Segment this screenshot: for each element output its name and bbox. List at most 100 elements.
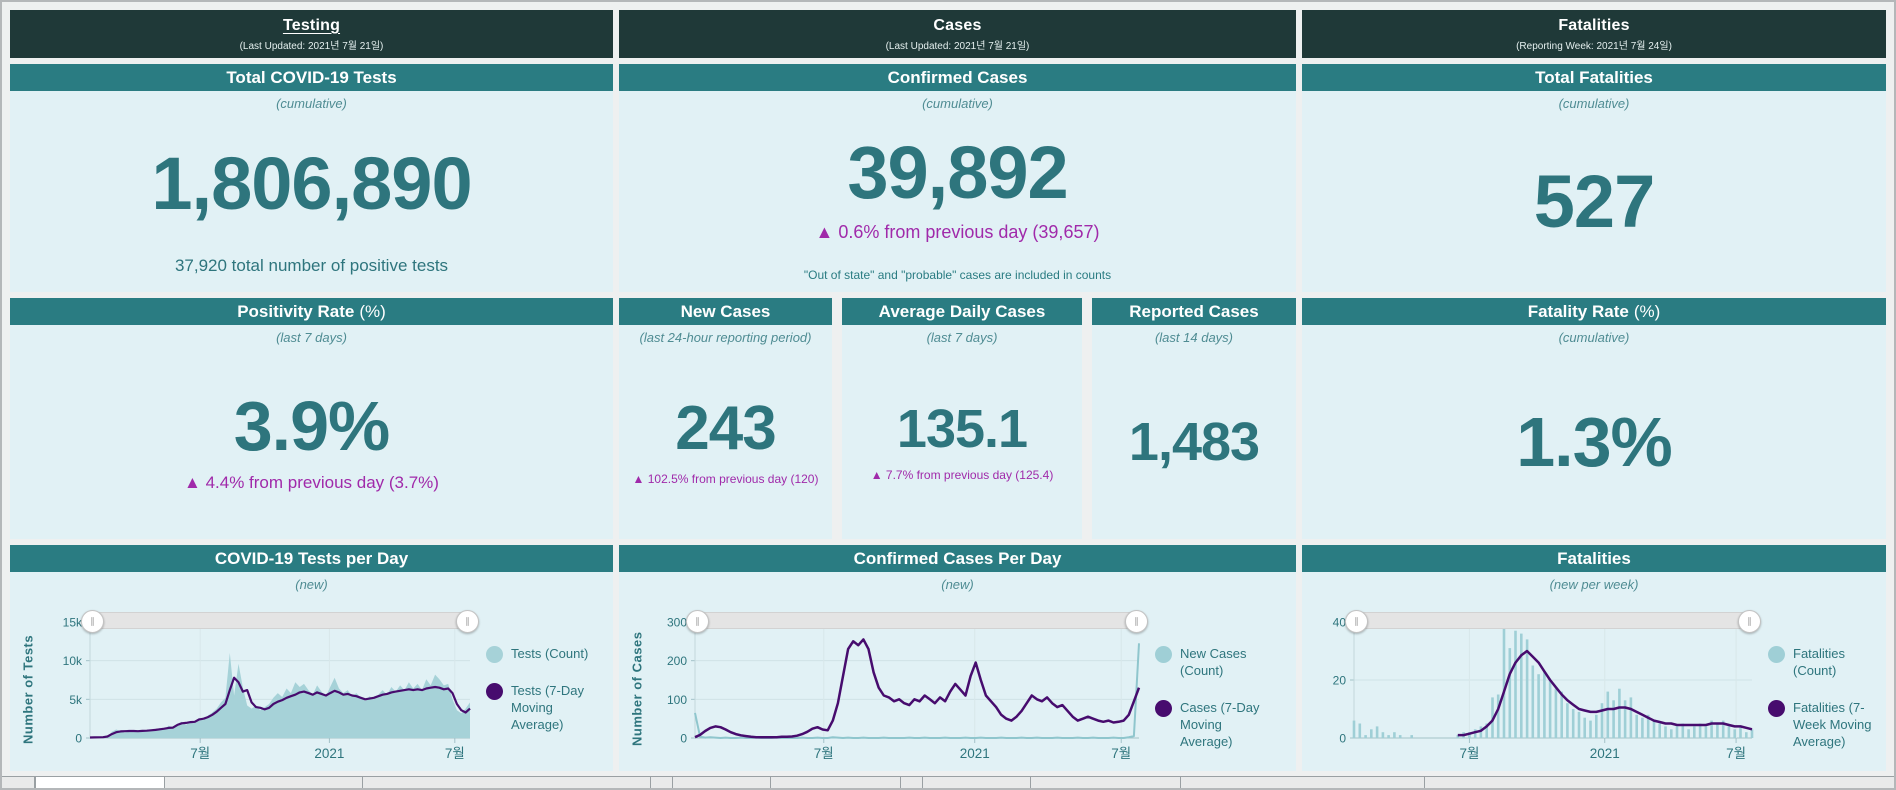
dashboard-board: Testing (Last Updated: 2021년 7월 21일) Tot… — [10, 10, 1886, 771]
time-range-slider[interactable]: ∥ ∥ — [81, 610, 479, 633]
legend-label: Fatalities (7-Week Moving Average) — [1793, 699, 1872, 749]
kpi-positivity-rate-period: (last 7 days) — [276, 330, 347, 345]
sheet-tab[interactable] — [363, 777, 651, 788]
sheet-tab[interactable] — [771, 777, 901, 788]
legend-label: Tests (Count) — [511, 646, 589, 661]
svg-text:300: 300 — [667, 616, 687, 630]
kpi-confirmed-cases-value: 39,892 — [847, 131, 1068, 214]
svg-text:7월: 7월 — [190, 746, 210, 761]
kpi-new-cases-header: New Cases — [619, 298, 832, 325]
sheet-tab[interactable] — [1031, 777, 1181, 788]
kpi-positivity-rate-header: Positivity Rate (%) — [10, 298, 613, 325]
slider-handle-right[interactable]: ∥ — [1125, 610, 1148, 633]
svg-text:200: 200 — [667, 654, 687, 668]
cases-kpi-row: New Cases (last 24-hour reporting period… — [619, 298, 1296, 539]
svg-text:2021: 2021 — [960, 746, 990, 761]
legend-label: Fatalities (Count) — [1793, 646, 1846, 678]
slider-handle-left[interactable]: ∥ — [1345, 610, 1368, 633]
kpi-confirmed-cases-change: ▲ 0.6% from previous day (39,657) — [815, 222, 1100, 242]
svg-text:20: 20 — [1333, 674, 1347, 688]
svg-text:5k: 5k — [69, 693, 83, 707]
column-fatalities: Fatalities (Reporting Week: 2021년 7월 24일… — [1302, 10, 1886, 771]
chart-legend: Fatalities (Count) Fatalities (7-Week Mov… — [1768, 616, 1886, 750]
sheet-tab[interactable] — [165, 777, 363, 788]
kpi-reported-cases-value: 1,483 — [1128, 412, 1260, 472]
chart-fatalities-header: Fatalities — [1302, 545, 1886, 572]
cases-per-day-plot: 0 100 200 300 7월 2021 7월 — [667, 616, 1141, 761]
kpi-new-cases: New Cases (last 24-hour reporting period… — [619, 298, 832, 539]
legend-swatch — [1155, 699, 1172, 717]
chart-tests-per-day-header: COVID-19 Tests per Day — [10, 545, 613, 572]
svg-text:7월: 7월 — [1111, 746, 1131, 761]
legend-swatch — [486, 683, 503, 700]
kpi-total-fatalities-header: Total Fatalities — [1302, 64, 1886, 91]
chart-cases-per-day-header: Confirmed Cases Per Day — [619, 545, 1296, 572]
kpi-confirmed-cases: Confirmed Cases (cumulative) 39,892 ▲ 0.… — [619, 64, 1296, 292]
slider-handle-right[interactable]: ∥ — [1738, 610, 1761, 633]
kpi-total-fatalities-period: (cumulative) — [1558, 96, 1630, 111]
kpi-total-tests-value: 1,806,890 — [151, 141, 472, 225]
legend-label: New Cases (Count) — [1180, 646, 1247, 678]
section-band-cases: Cases (Last Updated: 2021년 7월 21일) — [619, 10, 1296, 58]
section-title-cases[interactable]: Cases — [933, 16, 982, 34]
kpi-positivity-rate-change: ▲ 4.4% from previous day (3.7%) — [184, 473, 439, 492]
kpi-confirmed-cases-header: Confirmed Cases — [619, 64, 1296, 91]
legend-item: Cases (7-Day Moving Average) — [1155, 699, 1273, 751]
chart-card-cases-per-day: Confirmed Cases Per Day (new) Number of … — [619, 545, 1296, 771]
kpi-total-tests-note: 37,920 total number of positive tests — [174, 256, 449, 275]
kpi-average-daily-cases-period: (last 7 days) — [926, 330, 998, 345]
slider-handle-left[interactable]: ∥ — [686, 610, 709, 633]
svg-text:7월: 7월 — [814, 746, 834, 761]
column-testing: Testing (Last Updated: 2021년 7월 21일) Tot… — [10, 10, 613, 771]
kpi-fatality-rate-value: 1.3% — [1516, 403, 1673, 481]
time-range-slider[interactable]: ∥ ∥ — [1345, 610, 1761, 633]
kpi-positivity-rate-value: 3.9% — [233, 387, 391, 465]
svg-text:15k: 15k — [63, 616, 83, 630]
svg-text:0: 0 — [75, 732, 82, 746]
legend-label: Cases (7-Day Moving Average) — [1180, 699, 1260, 749]
sheet-tab[interactable] — [923, 777, 1031, 788]
kpi-total-fatalities-value: 527 — [1533, 159, 1655, 243]
kpi-total-tests: Total COVID-19 Tests (cumulative) 1,806,… — [10, 64, 613, 292]
section-title-testing[interactable]: Testing — [282, 16, 341, 34]
slider-handle-right[interactable]: ∥ — [456, 610, 479, 633]
sheet-tab[interactable] — [651, 777, 673, 788]
sheet-tab[interactable] — [901, 777, 923, 788]
chart-cases-per-day-period: (new) — [941, 577, 974, 592]
kpi-fatality-rate-header: Fatality Rate (%) — [1302, 298, 1886, 325]
section-subtitle-testing: (Last Updated: 2021년 7월 21일) — [239, 40, 384, 52]
svg-text:0: 0 — [680, 732, 687, 746]
chart-legend: Tests (Count) Tests (7-Day Moving Average… — [486, 616, 604, 734]
svg-text:10k: 10k — [63, 654, 83, 668]
legend-item: Tests (7-Day Moving Average) — [486, 683, 604, 734]
legend-swatch — [1768, 646, 1785, 663]
chart-tests-per-day-period: (new) — [295, 577, 328, 592]
slider-handle-left[interactable]: ∥ — [81, 610, 104, 633]
svg-text:2021: 2021 — [1590, 746, 1620, 761]
svg-text:0: 0 — [1339, 732, 1346, 746]
sheet-tab[interactable] — [1181, 777, 1425, 788]
y-axis-title: Number of Cases — [629, 631, 645, 747]
chart-card-tests-per-day: COVID-19 Tests per Day (new) Number of T… — [10, 545, 613, 771]
sheet-tab[interactable] — [1425, 777, 1894, 788]
sheet-tab[interactable] — [673, 777, 771, 788]
sheet-tabs — [2, 776, 1894, 788]
kpi-fatality-rate: Fatality Rate (%) (cumulative) 1.3% — [1302, 298, 1886, 539]
sheet-tab-active[interactable] — [35, 777, 165, 788]
svg-text:100: 100 — [667, 693, 687, 707]
svg-text:7월: 7월 — [445, 746, 465, 761]
section-title-fatalities[interactable]: Fatalities — [1558, 16, 1630, 34]
svg-text:7월: 7월 — [1726, 746, 1746, 761]
kpi-total-tests-header: Total COVID-19 Tests — [10, 64, 613, 91]
svg-text:40: 40 — [1333, 616, 1347, 630]
kpi-confirmed-cases-period: (cumulative) — [922, 96, 993, 111]
tests-per-day-plot: 0 5k 10k 15k 7월 2021 7월 — [63, 616, 471, 761]
kpi-reported-cases-period: (last 14 days) — [1154, 330, 1234, 345]
fatalities-plot: 0 20 40 7월 2021 7월 — [1333, 616, 1754, 761]
legend-item: New Cases (Count) — [1155, 646, 1273, 680]
kpi-total-fatalities: Total Fatalities (cumulative) 527 — [1302, 64, 1886, 292]
time-range-slider[interactable]: ∥ ∥ — [686, 610, 1148, 633]
kpi-average-daily-cases-value: 135.1 — [896, 399, 1028, 459]
section-band-fatalities: Fatalities (Reporting Week: 2021년 7월 24일… — [1302, 10, 1886, 58]
